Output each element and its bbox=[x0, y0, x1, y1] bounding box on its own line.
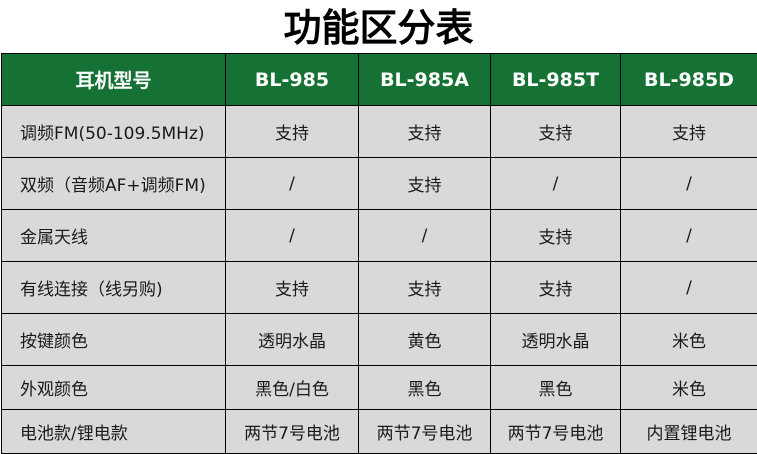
table-cell: 黄色 bbox=[359, 314, 491, 366]
table-row: 电池款/锂电款两节7号电池两节7号电池两节7号电池内置锂电池 bbox=[2, 410, 757, 454]
table-cell: 支持 bbox=[226, 262, 359, 314]
table-cell: 透明水晶 bbox=[226, 314, 359, 366]
table-cell: 黑色 bbox=[491, 366, 621, 410]
table-cell: 支持 bbox=[621, 106, 757, 158]
table-cell: 支持 bbox=[359, 106, 491, 158]
table-cell: 支持 bbox=[226, 106, 359, 158]
table-cell: / bbox=[621, 158, 757, 210]
table-cell: 黑色/白色 bbox=[226, 366, 359, 410]
row-label: 按键颜色 bbox=[2, 314, 226, 366]
table-cell: 支持 bbox=[491, 210, 621, 262]
table-cell: 米色 bbox=[621, 366, 757, 410]
table-cell: 支持 bbox=[359, 262, 491, 314]
table-cell: / bbox=[359, 210, 491, 262]
table-cell: 支持 bbox=[359, 158, 491, 210]
table-row: 按键颜色透明水晶黄色透明水晶米色 bbox=[2, 314, 757, 366]
row-label: 电池款/锂电款 bbox=[2, 410, 226, 454]
table-cell: 内置锂电池 bbox=[621, 410, 757, 454]
table-cell: 米色 bbox=[621, 314, 757, 366]
table-row: 有线连接（线另购)支持支持支持/ bbox=[2, 262, 757, 314]
column-header: BL-985 bbox=[226, 54, 359, 106]
table-cell: 黑色 bbox=[359, 366, 491, 410]
row-label: 调频FM(50-109.5MHz) bbox=[2, 106, 226, 158]
column-header: BL-985D bbox=[621, 54, 757, 106]
table-cell: / bbox=[621, 262, 757, 314]
table-cell: 支持 bbox=[491, 106, 621, 158]
table-cell: / bbox=[226, 210, 359, 262]
table-row: 双频（音频AF+调频FM)/支持// bbox=[2, 158, 757, 210]
table-cell: / bbox=[491, 158, 621, 210]
table-row: 外观颜色黑色/白色黑色黑色米色 bbox=[2, 366, 757, 410]
page-title: 功能区分表 bbox=[0, 0, 757, 53]
row-label: 外观颜色 bbox=[2, 366, 226, 410]
column-header: 耳机型号 bbox=[2, 54, 226, 106]
row-label: 双频（音频AF+调频FM) bbox=[2, 158, 226, 210]
table-row: 金属天线//支持/ bbox=[2, 210, 757, 262]
table-cell: / bbox=[226, 158, 359, 210]
table-row: 调频FM(50-109.5MHz)支持支持支持支持 bbox=[2, 106, 757, 158]
column-header: BL-985A bbox=[359, 54, 491, 106]
table-cell: 两节7号电池 bbox=[226, 410, 359, 454]
row-label: 金属天线 bbox=[2, 210, 226, 262]
table-cell: 两节7号电池 bbox=[359, 410, 491, 454]
table-cell: 透明水晶 bbox=[491, 314, 621, 366]
row-label: 有线连接（线另购) bbox=[2, 262, 226, 314]
column-header: BL-985T bbox=[491, 54, 621, 106]
table-cell: / bbox=[621, 210, 757, 262]
table-cell: 两节7号电池 bbox=[491, 410, 621, 454]
table-cell: 支持 bbox=[491, 262, 621, 314]
